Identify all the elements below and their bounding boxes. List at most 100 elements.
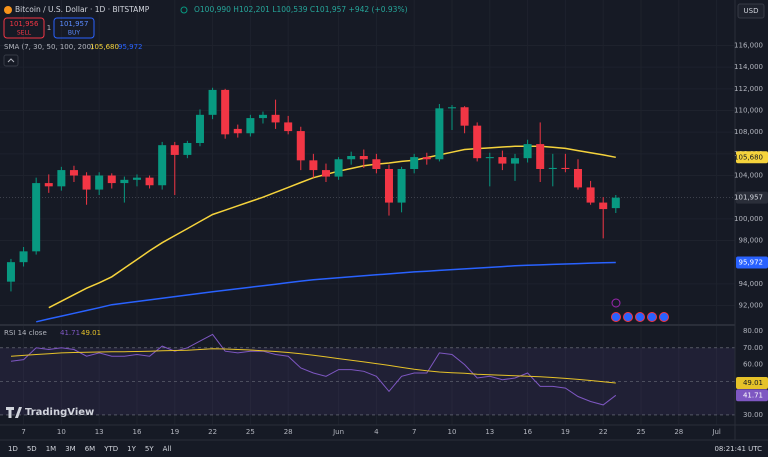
- series-line: [48, 145, 616, 309]
- x-tick-label: 7: [412, 428, 416, 436]
- candle-body: [170, 145, 179, 155]
- candle-body: [145, 177, 154, 186]
- symbol[interactable]: Bitcoin / U.S. Dollar · 1D · BITSTAMP: [15, 5, 150, 14]
- y-tick-label: 98,000: [739, 237, 764, 245]
- candle-body: [460, 107, 469, 126]
- clock: 08:21:41 UTC: [714, 445, 762, 453]
- candle-body: [221, 89, 230, 135]
- candle-body: [573, 169, 582, 188]
- rsi-legend-value: 41.71: [60, 329, 80, 337]
- candle-body: [284, 122, 293, 132]
- y-tick-label: 108,000: [734, 128, 763, 136]
- price-tag-label: 105,680: [734, 153, 763, 161]
- ohlc: O100,990 H102,201 L100,539 C101,957 +942…: [194, 5, 408, 14]
- event-icon[interactable]: [611, 312, 621, 322]
- candle-body: [296, 131, 305, 161]
- candle-body: [69, 170, 78, 176]
- x-tick-label: 19: [561, 428, 570, 436]
- collapse-icon: [7, 58, 15, 63]
- buy-price: 101,957: [60, 20, 89, 28]
- candle-body: [548, 167, 557, 169]
- y-tick-label: 114,000: [734, 63, 763, 71]
- price-tag-label: 95,972: [739, 258, 764, 266]
- range-button[interactable]: All: [163, 445, 172, 453]
- candle-body: [246, 118, 255, 134]
- candle-body: [132, 177, 141, 180]
- brand[interactable]: TradingView: [25, 407, 94, 418]
- candle-body: [183, 143, 192, 155]
- range-button[interactable]: 3M: [65, 445, 76, 453]
- x-tick-label: 7: [21, 428, 25, 436]
- series-line: [36, 261, 616, 323]
- candle-body: [498, 157, 507, 164]
- indicator[interactable]: SMA (7, 30, 50, 100, 200): [4, 43, 94, 51]
- range-button[interactable]: 6M: [85, 445, 96, 453]
- sma-value: 95,972: [118, 43, 143, 51]
- candle-body: [334, 159, 343, 177]
- range-button[interactable]: 5D: [27, 445, 37, 453]
- candle-body: [19, 251, 28, 263]
- price-tag: [736, 151, 768, 164]
- event-icon[interactable]: [659, 312, 669, 322]
- range-button[interactable]: YTD: [103, 445, 118, 453]
- y-tick-label: 104,000: [734, 172, 763, 180]
- buy-button[interactable]: [53, 17, 95, 39]
- candle-body: [107, 175, 116, 184]
- event-icon[interactable]: [623, 312, 633, 322]
- y-tick-label: 94,000: [739, 280, 764, 288]
- price-tag: [736, 389, 768, 402]
- price-tag-label: 101,957: [734, 194, 763, 202]
- sell-button[interactable]: [3, 17, 45, 39]
- candle-body: [208, 89, 217, 115]
- sma-value: 105,680: [90, 43, 119, 51]
- candle-body: [359, 156, 368, 160]
- price-tag-label: 49.01: [743, 379, 763, 387]
- brand-logo: [6, 407, 22, 418]
- x-tick-label: 16: [133, 428, 142, 436]
- candle-body: [410, 157, 419, 169]
- range-button[interactable]: 1M: [46, 445, 57, 453]
- candle-body: [271, 114, 280, 123]
- candle-body: [536, 144, 545, 169]
- candle-body: [561, 167, 570, 169]
- y-tick-label: 116,000: [734, 42, 763, 50]
- candle-body: [599, 202, 608, 210]
- x-tick-label: Jul: [711, 428, 721, 436]
- candle-body: [397, 169, 406, 203]
- candle-body: [32, 183, 41, 252]
- x-tick-label: 22: [208, 428, 217, 436]
- currency-button[interactable]: [737, 3, 765, 19]
- price-tag: [736, 256, 768, 269]
- x-tick-label: 22: [599, 428, 608, 436]
- events: [611, 298, 669, 322]
- event-icon[interactable]: [647, 312, 657, 322]
- range-button[interactable]: 1Y: [127, 445, 136, 453]
- price-tag: [736, 191, 768, 204]
- collapse-button[interactable]: [3, 54, 19, 67]
- symbol-icon: [4, 6, 12, 14]
- candle-body: [347, 156, 356, 160]
- x-tick-label: 19: [170, 428, 179, 436]
- x-tick-label: 25: [246, 428, 255, 436]
- candle-body: [233, 128, 242, 134]
- x-tick-label: 13: [95, 428, 104, 436]
- candle-body: [82, 175, 91, 190]
- candle-body: [372, 159, 381, 169]
- buy-label: BUY: [68, 30, 81, 37]
- event-icon[interactable]: [635, 312, 645, 322]
- y-tick-label: 30.00: [743, 411, 763, 419]
- candle-body: [44, 183, 53, 187]
- plot: [0, 87, 735, 416]
- range-button[interactable]: 1D: [8, 445, 18, 453]
- candle-body: [195, 114, 204, 143]
- event-icon[interactable]: [611, 298, 621, 308]
- range-button[interactable]: 5Y: [145, 445, 154, 453]
- candle-body: [258, 114, 267, 119]
- candle-body: [447, 107, 456, 109]
- currency: USD: [744, 7, 759, 15]
- x-tick-label: 28: [674, 428, 683, 436]
- candle-body: [611, 197, 620, 209]
- sell-price: 101,956: [10, 20, 39, 28]
